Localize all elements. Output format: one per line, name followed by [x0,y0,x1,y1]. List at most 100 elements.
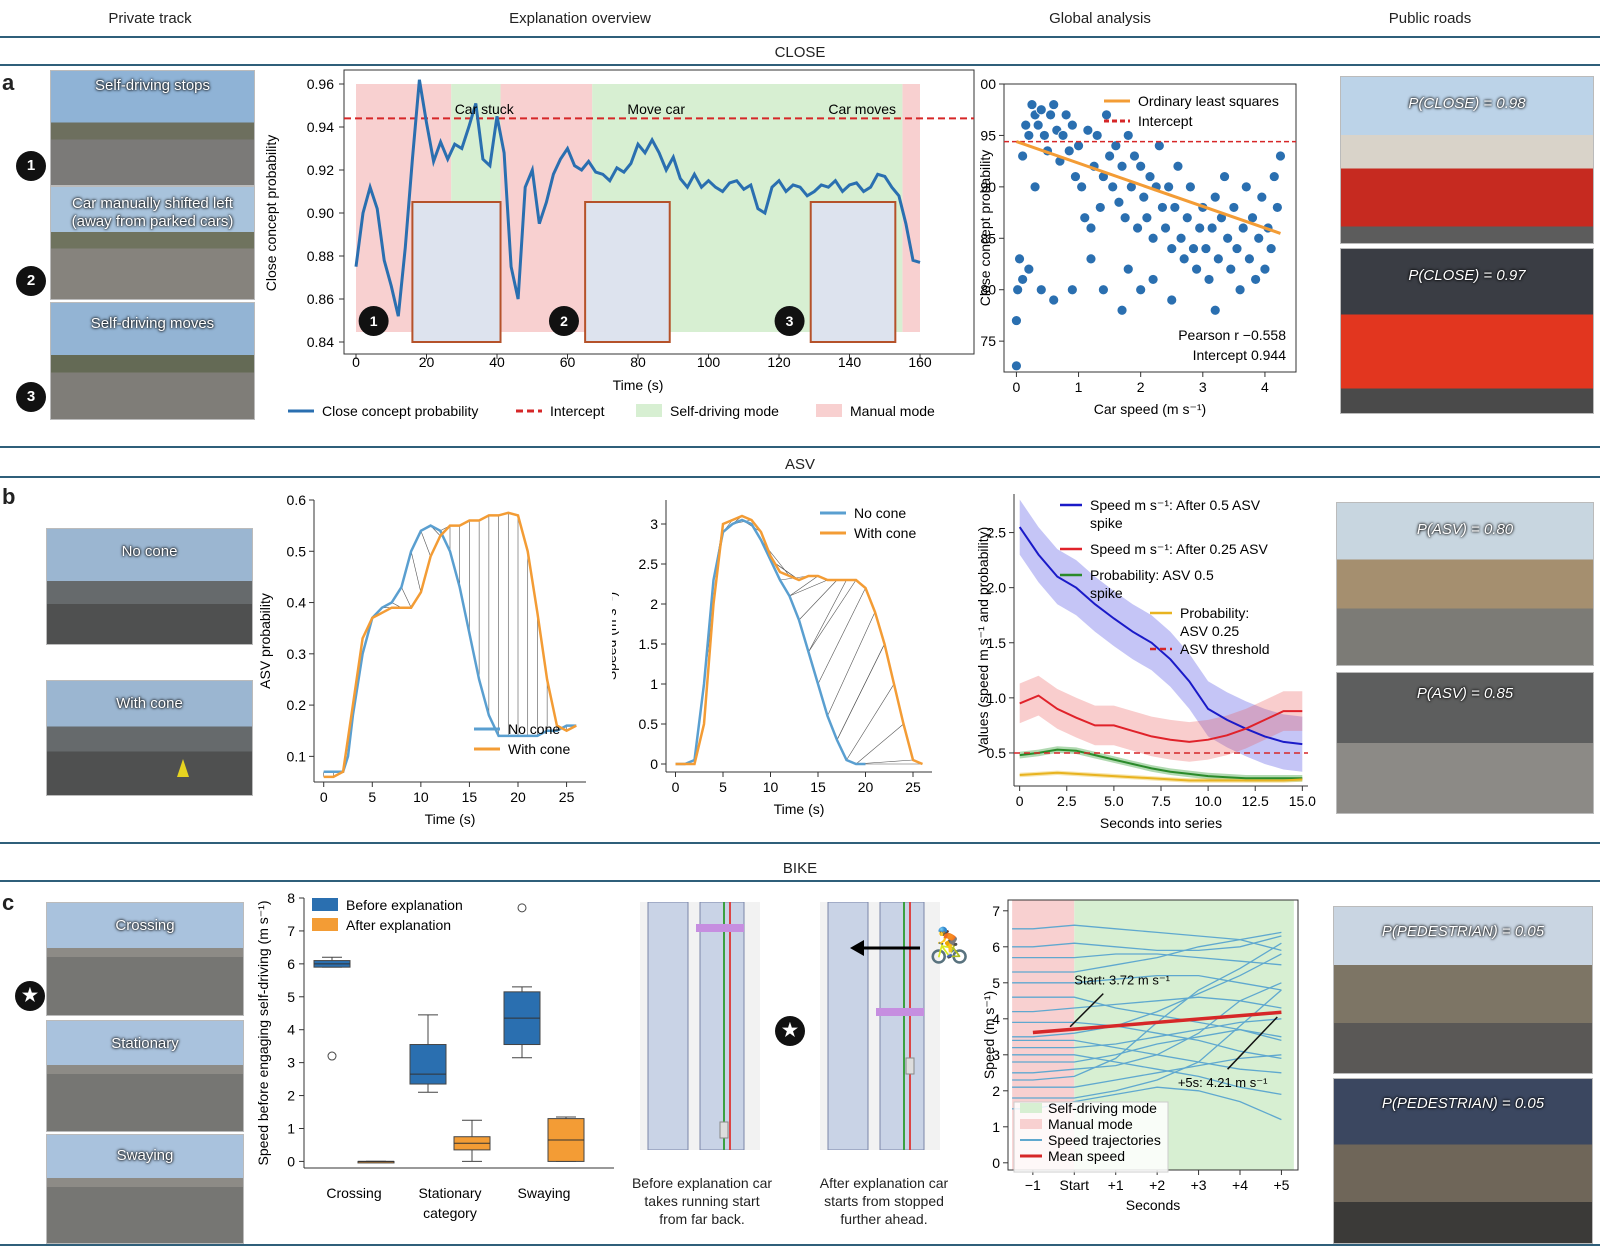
x-tick-label: 80 [630,354,646,370]
series-line [1018,526,1303,746]
x-tick-label: 7.5 [1151,793,1171,809]
scatter-point [1132,222,1143,234]
column-header-public-roads: Public roads [1388,10,1472,27]
dtw-connector [789,575,819,597]
y-tick-label: 0.90 [307,205,334,221]
x-tick-label: 10.0 [1194,793,1221,809]
speed-trajectory [1012,996,1282,1013]
scatter-point [1219,171,1230,182]
bicycle-icon: 🚴 [928,927,971,965]
y-axis-label: Speed before engaging self-driving (m s⁻… [255,901,271,1166]
x-tick-label: 160 [908,354,932,370]
step-marker-2: 2 [16,266,46,296]
legend-label: Speed m s⁻¹: After 0.5 ASV spike [1090,497,1261,531]
y-axis-label: Speed (m s⁻¹) [981,991,997,1079]
y-tick-label: 6 [992,939,1000,955]
plot-frame [343,69,975,355]
scatter-point [1209,191,1221,203]
dtw-connector [817,587,866,685]
dtw-connector [798,579,838,621]
scatter-point [1244,253,1255,265]
panel-label-c: c [2,890,15,915]
legend-label: Probability: ASV 0.5 spike [1090,567,1214,601]
y-tick-label: 0.95 [980,127,996,143]
y-axis-label: ASV probability [257,593,273,689]
before-caption: Before explanation car takes running sta… [631,1175,773,1227]
with-cone-line [323,511,577,779]
legend-manual-swatch [1020,1119,1042,1129]
scatter-point [1237,222,1249,234]
scatter-point [1085,253,1097,265]
panel-label-a: a [2,70,15,95]
probability-label: P(PEDESTRIAN) = 0.05 [1381,923,1545,940]
y-tick-label: 2 [992,1083,1000,1099]
y-axis-label: Speed (m s⁻¹) [612,592,619,680]
mean-speed-line [1032,1010,1282,1035]
y-tick-label: 0.4 [287,595,307,611]
scatter-point [1079,212,1091,224]
legend-with-cone-label: With cone [854,525,916,541]
photo-caption: With cone [116,695,183,712]
scatter-point [1225,263,1237,275]
series-line [1019,694,1303,743]
legend-no-cone-label: No cone [854,505,906,521]
scatter-point [1116,160,1128,172]
scatter-point [1135,284,1147,296]
manual-mode-span [500,84,593,332]
series-line [1019,771,1303,782]
y-tick-label: 1.0 [987,690,1007,706]
scatter-point [1250,274,1262,285]
y-tick-label: 8 [287,892,295,906]
y-tick-label: 1.00 [980,76,996,92]
probability-label: P(CLOSE) = 0.97 [1408,267,1526,284]
photo-caption: Stationary [111,1035,179,1052]
x-tick-label: 25 [559,789,575,805]
scatter-point [1256,191,1268,203]
x-tick-label: +4 [1232,1177,1248,1193]
speed-trajectory [1012,982,1282,1074]
chart-asv-series: 0 2.5 5.0 7.5 10.0 12.5 15.0 0.5 1.0 1.5 2.0 2.5 Sec… [975,494,1316,831]
y-tick-label: 6 [287,956,295,972]
phase-annotation: Move car [627,101,685,117]
scatter-point [1060,109,1072,121]
x-tick-label: 2 [1137,379,1145,395]
x-tick-label: 1 [1075,379,1083,395]
x-tick-label: Crossing [326,1185,381,1201]
scatter-point [1023,263,1035,275]
speed-trajectory [1012,1054,1282,1088]
legend-self-driving-label: Self-driving mode [1048,1100,1157,1116]
inset-map-1 [411,201,502,343]
x-axis-label: Time (s) [774,801,825,817]
scatter-point [1020,119,1032,131]
scatter-point [1070,171,1081,182]
divider [0,446,1600,448]
column-header-private-track: Private track [108,10,192,27]
no-cone-line [323,524,577,773]
scatter-point [1212,253,1224,265]
y-tick-label: 0.85 [980,230,996,246]
track-photo-no-cone: No cone [46,528,253,645]
outlier [327,1051,337,1061]
y-tick-label: 2.5 [639,556,659,572]
x-tick-label: 20 [858,779,874,795]
scatter-point [1098,284,1109,296]
y-tick-label: 7 [992,903,1000,919]
x-tick-label: 10 [763,779,779,795]
x-axis-label: Seconds [1126,1197,1180,1213]
scatter-point [1094,202,1106,213]
scatter-point [1209,304,1221,316]
speed-trajectory [1012,989,1282,1099]
legend-before-label: Before explanation [346,897,463,913]
chart-bike-trajectories: −1 Start +1 +2 +3 +4 +5 0 1 2 3 4 5 6 7 Seconds Speed (m… [981,899,1299,1213]
scatter-point [1188,243,1199,254]
dtw-connector [827,611,876,717]
x-axis-label: Car speed (m s⁻¹) [1094,401,1206,417]
legend-manual-label: Manual mode [850,403,935,419]
scatter-point [1234,284,1246,296]
legend-box [1013,1101,1169,1173]
y-tick-label: 1.5 [987,635,1007,651]
photo-caption: Car manually shifted left (away from par… [71,195,234,230]
inset-map-3 [809,201,897,343]
track-photo-2: Car manually shifted left (away from par… [50,186,255,300]
y-tick-label: 0 [287,1153,295,1169]
